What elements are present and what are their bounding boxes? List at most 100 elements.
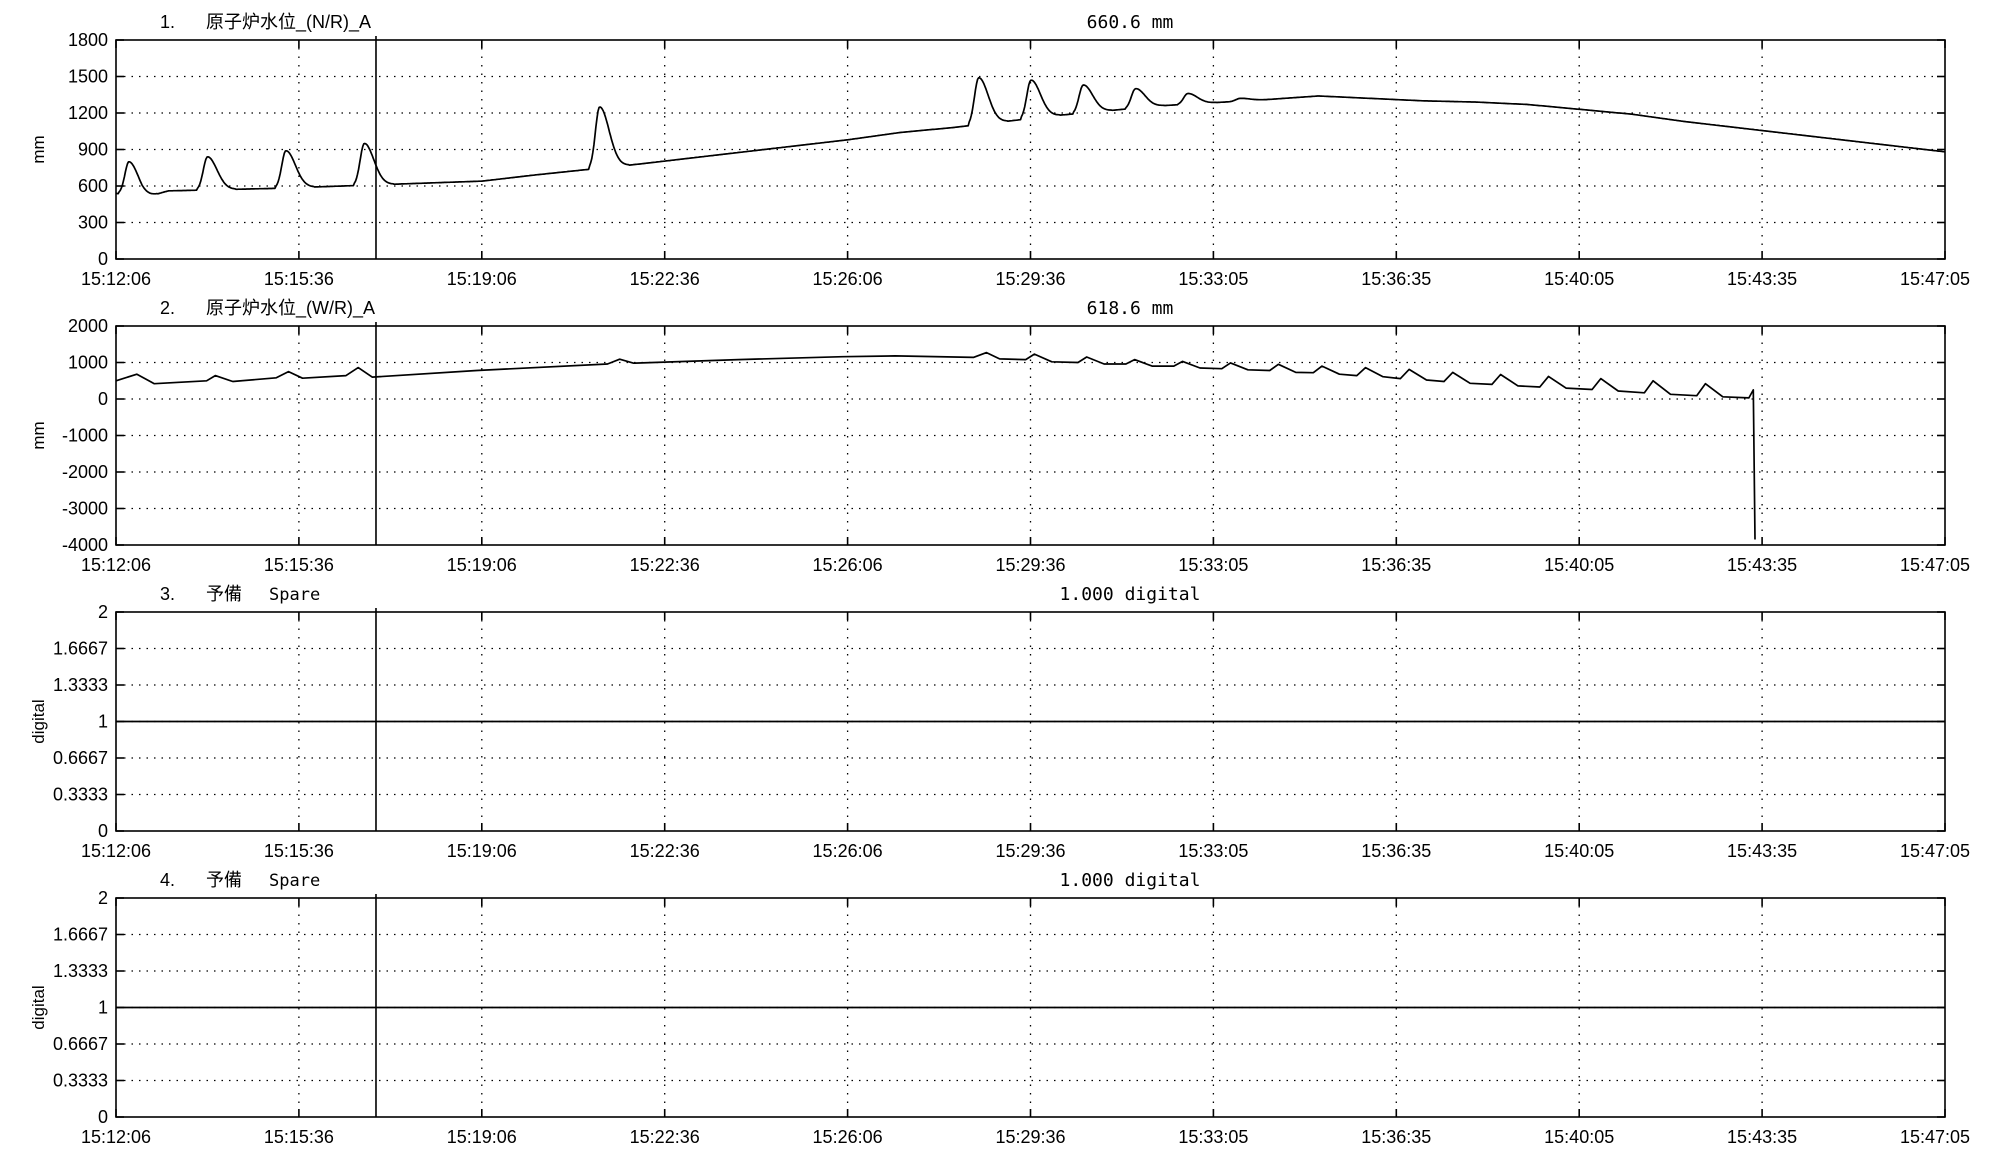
- panel-2: 2. 原子炉水位_(W/R)_A 618.6 mm mm 2000 1000 0 -1000 -…: [29, 298, 1970, 575]
- x-tick-label: 15:12:06: [81, 555, 151, 575]
- x-tick-label: 15:12:06: [81, 1127, 151, 1147]
- x-tick-label: 15:40:05: [1544, 555, 1614, 575]
- y-tick-label: -2000: [62, 462, 108, 482]
- plot-frame: [115, 39, 1946, 260]
- y-tick-label: 1: [98, 998, 108, 1018]
- x-tick-label: 15:22:36: [630, 841, 700, 861]
- y-axis-label: mm: [29, 421, 48, 449]
- y-axis-label: digital: [29, 699, 48, 743]
- x-tick-label: 15:47:05: [1900, 841, 1970, 861]
- x-tick-label: 15:43:35: [1727, 841, 1797, 861]
- y-tick-label: 2000: [68, 316, 108, 336]
- x-tick-label: 15:22:36: [630, 269, 700, 289]
- x-tick-label: 15:12:06: [81, 269, 151, 289]
- x-tick-label: 15:43:35: [1727, 555, 1797, 575]
- y-tick-label: 0: [98, 1107, 108, 1127]
- x-tick-label: 15:19:06: [447, 841, 517, 861]
- x-tick-label: 15:29:36: [995, 1127, 1065, 1147]
- y-tick-label: 0: [98, 389, 108, 409]
- x-tick-label: 15:33:05: [1178, 269, 1248, 289]
- y-tick-label: 1200: [68, 103, 108, 123]
- channel-title-en: Spare: [269, 871, 320, 891]
- y-axis-label: mm: [29, 135, 48, 163]
- channel-title-jp: 予備: [206, 870, 242, 890]
- plot-frame: [115, 325, 1946, 546]
- current-value: 1.000 digital: [1060, 584, 1201, 605]
- y-tick-label: 0.6667: [53, 1034, 108, 1054]
- x-tick-label: 15:26:06: [813, 555, 883, 575]
- panel-1: 1. 原子炉水位_(N/R)_A 660.6 mm mm 1800 1500 1200 900…: [29, 12, 1970, 289]
- channel-number: 1.: [160, 12, 175, 32]
- y-tick-label: 1.6667: [53, 639, 108, 659]
- plot-frame: [115, 897, 1946, 1118]
- x-tick-label: 15:47:05: [1900, 269, 1970, 289]
- y-tick-label: -3000: [62, 499, 108, 519]
- x-tick-label: 15:26:06: [813, 1127, 883, 1147]
- channel-title: 原子炉水位_(N/R)_A: [206, 12, 371, 33]
- y-tick-label: 0.3333: [53, 785, 108, 805]
- x-tick-label: 15:36:35: [1361, 841, 1431, 861]
- x-tick-label: 15:22:36: [630, 1127, 700, 1147]
- y-tick-label: 2: [98, 888, 108, 908]
- x-tick-label: 15:47:05: [1900, 555, 1970, 575]
- panel-4: 4. 予備 Spare 1.000 digital digital 2 1.6667 1.33…: [29, 870, 1970, 1147]
- x-tick-label: 15:33:05: [1178, 555, 1248, 575]
- y-tick-label: -1000: [62, 426, 108, 446]
- panel-3: 3. 予備 Spare 1.000 digital digital 2 1.6667 1.33…: [29, 584, 1970, 861]
- x-tick-label: 15:36:35: [1361, 1127, 1431, 1147]
- x-tick-label: 15:40:05: [1544, 269, 1614, 289]
- y-tick-label: 0: [98, 249, 108, 269]
- x-tick-label: 15:15:36: [264, 1127, 334, 1147]
- channel-title-en: Spare: [269, 585, 320, 605]
- x-tick-label: 15:12:06: [81, 841, 151, 861]
- y-tick-label: -4000: [62, 535, 108, 555]
- x-tick-label: 15:19:06: [447, 269, 517, 289]
- x-tick-label: 15:22:36: [630, 555, 700, 575]
- x-tick-label: 15:29:36: [995, 841, 1065, 861]
- x-tick-label: 15:15:36: [264, 555, 334, 575]
- y-tick-label: 0.6667: [53, 748, 108, 768]
- x-tick-label: 15:43:35: [1727, 1127, 1797, 1147]
- x-tick-label: 15:33:05: [1178, 841, 1248, 861]
- x-tick-label: 15:40:05: [1544, 841, 1614, 861]
- channel-number: 2.: [160, 298, 175, 318]
- x-tick-label: 15:33:05: [1178, 1127, 1248, 1147]
- x-tick-label: 15:26:06: [813, 841, 883, 861]
- y-tick-label: 1800: [68, 30, 108, 50]
- series-trace: [115, 76, 1945, 195]
- current-value: 660.6 mm: [1087, 12, 1174, 33]
- series-trace: [115, 351, 1756, 540]
- current-value: 618.6 mm: [1087, 298, 1174, 319]
- x-tick-label: 15:26:06: [813, 269, 883, 289]
- x-tick-label: 15:19:06: [447, 1127, 517, 1147]
- y-tick-label: 1.6667: [53, 925, 108, 945]
- x-tick-label: 15:29:36: [995, 555, 1065, 575]
- y-tick-label: 1500: [68, 67, 108, 87]
- y-tick-label: 1: [98, 712, 108, 732]
- x-tick-label: 15:15:36: [264, 841, 334, 861]
- x-tick-label: 15:29:36: [995, 269, 1065, 289]
- channel-title: 原子炉水位_(W/R)_A: [206, 298, 375, 319]
- y-tick-label: 1.3333: [53, 675, 108, 695]
- x-tick-label: 15:47:05: [1900, 1127, 1970, 1147]
- y-axis-label: digital: [29, 985, 48, 1029]
- x-tick-label: 15:43:35: [1727, 269, 1797, 289]
- y-tick-label: 1.3333: [53, 961, 108, 981]
- y-tick-label: 1000: [68, 353, 108, 373]
- y-tick-label: 0: [98, 821, 108, 841]
- y-tick-label: 900: [78, 140, 108, 160]
- current-value: 1.000 digital: [1060, 870, 1201, 891]
- x-tick-label: 15:36:35: [1361, 269, 1431, 289]
- x-tick-label: 15:40:05: [1544, 1127, 1614, 1147]
- y-tick-label: 2: [98, 602, 108, 622]
- y-tick-label: 600: [78, 176, 108, 196]
- channel-title-jp: 予備: [206, 584, 242, 604]
- y-tick-label: 0.3333: [53, 1071, 108, 1091]
- x-tick-label: 15:36:35: [1361, 555, 1431, 575]
- x-tick-label: 15:15:36: [264, 269, 334, 289]
- channel-number: 4.: [160, 870, 175, 890]
- x-tick-label: 15:19:06: [447, 555, 517, 575]
- plot-frame: [115, 611, 1946, 832]
- channel-number: 3.: [160, 584, 175, 604]
